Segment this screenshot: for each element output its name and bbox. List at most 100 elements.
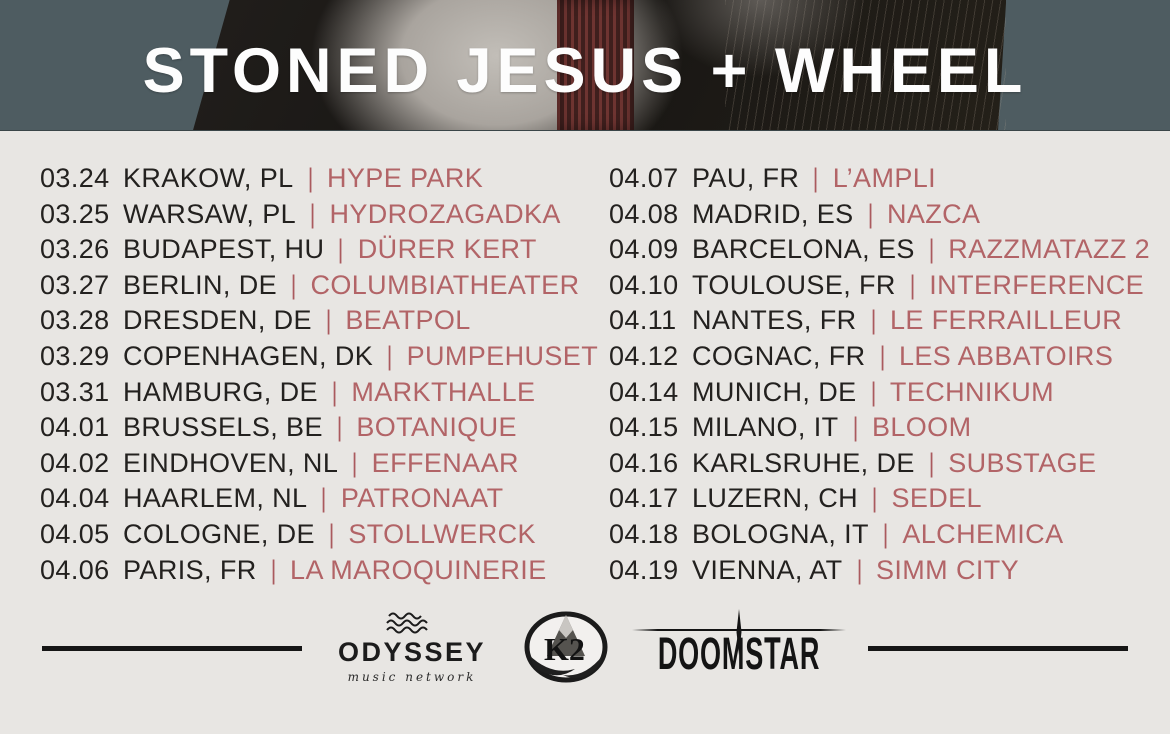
show-city: COLOGNE, DE: [123, 518, 315, 549]
separator-bar: |: [870, 376, 877, 407]
show-date: 03.28: [40, 305, 110, 336]
footer-rule-left: [42, 645, 302, 651]
separator-bar: |: [928, 234, 935, 265]
show-venue: HYPE PARK: [326, 163, 484, 193]
tour-date-row: 03.26 BUDAPEST, HU | DÜRER KERT: [40, 234, 609, 270]
odyssey-logo-text: ODYSSEY: [337, 637, 486, 667]
tour-date-row: 04.11 NANTES, FR | LE FERRAILLEUR: [609, 305, 1150, 341]
hero-light-patch: [655, 0, 866, 78]
show-date: 04.09: [609, 234, 679, 265]
show-venue: NAZCA: [886, 198, 981, 229]
show-city: BRUSSELS, BE: [123, 412, 323, 443]
tour-date-row: 04.02 EINDHOVEN, NL | EFFENAAR: [40, 448, 609, 484]
show-date: 04.10: [609, 269, 679, 300]
show-venue: SIMM CITY: [875, 554, 1020, 585]
show-venue: LE FERRAILLEUR: [889, 305, 1123, 336]
tour-date-row: 03.29 COPENHAGEN, DK | PUMPEHUSET: [40, 341, 609, 377]
show-date: 04.16: [609, 447, 679, 478]
show-venue: EFFENAAR: [371, 447, 519, 478]
show-date: 03.31: [40, 376, 110, 407]
tour-date-row: 04.12 COGNAC, FR | LES ABBATOIRS: [609, 341, 1150, 377]
separator-bar: |: [338, 234, 345, 265]
tour-date-row: 04.18 BOLOGNA, IT | ALCHEMICA: [609, 519, 1150, 555]
show-city: KARLSRUHE, DE: [692, 447, 915, 478]
show-venue: MARKTHALLE: [351, 376, 536, 407]
dates-column-right: 04.07 PAU, FR | L’AMPLI 04.08 MADRID, ES…: [609, 163, 1150, 590]
tour-date-row: 04.07 PAU, FR | L’AMPLI: [609, 163, 1150, 199]
show-date: 04.06: [40, 554, 110, 585]
show-venue: PUMPEHUSET: [406, 340, 599, 371]
footer-rule-right: [868, 645, 1129, 651]
doomstar-logo-text: DOOMSTAR: [657, 627, 821, 679]
show-city: TOULOUSE, FR: [692, 269, 896, 300]
svg-text:K2: K2: [544, 631, 585, 667]
show-date: 04.01: [40, 412, 110, 443]
hero-photo: STONED JESUS + WHEEL: [0, 0, 1170, 131]
show-venue: LA MAROQUINERIE: [290, 554, 547, 585]
show-city: HAARLEM, NL: [123, 483, 308, 514]
show-venue: ALCHEMICA: [902, 518, 1064, 549]
separator-bar: |: [852, 412, 859, 443]
show-city: MILANO, IT: [692, 412, 839, 443]
tour-date-row: 04.17 LUZERN, CH | SEDEL: [609, 483, 1150, 519]
show-date: 03.27: [40, 269, 110, 300]
odyssey-logo: ODYSSEY music network: [332, 612, 492, 684]
show-city: DRESDEN, DE: [123, 305, 312, 336]
tour-date-row: 03.25 WARSAW, PL | HYDROZAGADKA: [40, 199, 609, 235]
separator-bar: |: [321, 483, 328, 514]
separator-bar: |: [813, 163, 819, 193]
poster-title: STONED JESUS + WHEEL: [142, 36, 1028, 106]
show-venue: RAZZMATAZZ 2: [948, 234, 1150, 265]
separator-bar: |: [307, 163, 314, 193]
show-date: 04.14: [609, 376, 679, 407]
show-city: BARCELONA, ES: [692, 234, 915, 265]
show-date: 04.05: [40, 518, 110, 549]
separator-bar: |: [909, 269, 916, 300]
separator-bar: |: [270, 554, 277, 585]
show-city: NANTES, FR: [692, 305, 857, 336]
show-city: LUZERN, CH: [692, 483, 859, 514]
show-venue: SEDEL: [891, 483, 982, 514]
show-city: PAU, FR: [692, 163, 800, 193]
k2-mountain-icon: K2: [524, 611, 608, 683]
show-date: 04.17: [609, 483, 679, 514]
separator-bar: |: [328, 518, 335, 549]
tour-date-row: 03.28 DRESDEN, DE | BEATPOL: [40, 305, 609, 341]
show-date: 04.07: [609, 163, 679, 193]
show-date: 04.18: [609, 518, 679, 549]
tour-date-row: 04.08 MADRID, ES | NAZCA: [609, 199, 1150, 235]
separator-bar: |: [351, 447, 358, 478]
show-date: 04.02: [40, 447, 110, 478]
tour-date-row: 04.06 PARIS, FR | LA MAROQUINERIE: [40, 555, 609, 591]
tour-dates-section: 03.24 KRAKOW, PL | HYPE PARK 03.25 WARSA…: [0, 131, 1170, 590]
show-city: BERLIN, DE: [123, 269, 278, 300]
show-venue: COLUMBIATHEATER: [310, 269, 580, 300]
show-date: 04.15: [609, 412, 679, 443]
tour-date-row: 04.09 BARCELONA, ES | RAZZMATAZZ 2: [609, 234, 1150, 270]
show-date: 03.26: [40, 234, 110, 265]
separator-bar: |: [928, 447, 935, 478]
show-date: 03.24: [40, 163, 110, 193]
show-city: MUNICH, DE: [692, 376, 857, 407]
doomstar-logo: DOOMSTAR: [631, 609, 847, 679]
separator-bar: |: [290, 269, 297, 300]
separator-bar: |: [325, 305, 332, 336]
tour-date-row: 03.27 BERLIN, DE | COLUMBIATHEATER: [40, 270, 609, 306]
show-date: 04.04: [40, 483, 110, 514]
show-date: 04.12: [609, 340, 679, 371]
tour-date-row: 04.04 HAARLEM, NL | PATRONAAT: [40, 483, 609, 519]
tour-date-row: 04.01 BRUSSELS, BE | BOTANIQUE: [40, 412, 609, 448]
show-date: 04.11: [609, 305, 677, 336]
separator-bar: |: [879, 340, 886, 371]
doomstar-star-spike-icon: [736, 609, 742, 655]
show-city: KRAKOW, PL: [123, 163, 294, 193]
show-city: WARSAW, PL: [123, 198, 297, 229]
show-date: 04.19: [609, 554, 679, 585]
k2-agency-logo: K2: [522, 607, 610, 689]
tour-date-row: 04.14 MUNICH, DE | TECHNIKUM: [609, 377, 1150, 413]
tour-date-row: 04.10 TOULOUSE, FR | INTERFERENCE: [609, 270, 1150, 306]
separator-bar: |: [856, 554, 863, 585]
show-venue: TECHNIKUM: [889, 376, 1055, 407]
separator-bar: |: [871, 483, 878, 514]
